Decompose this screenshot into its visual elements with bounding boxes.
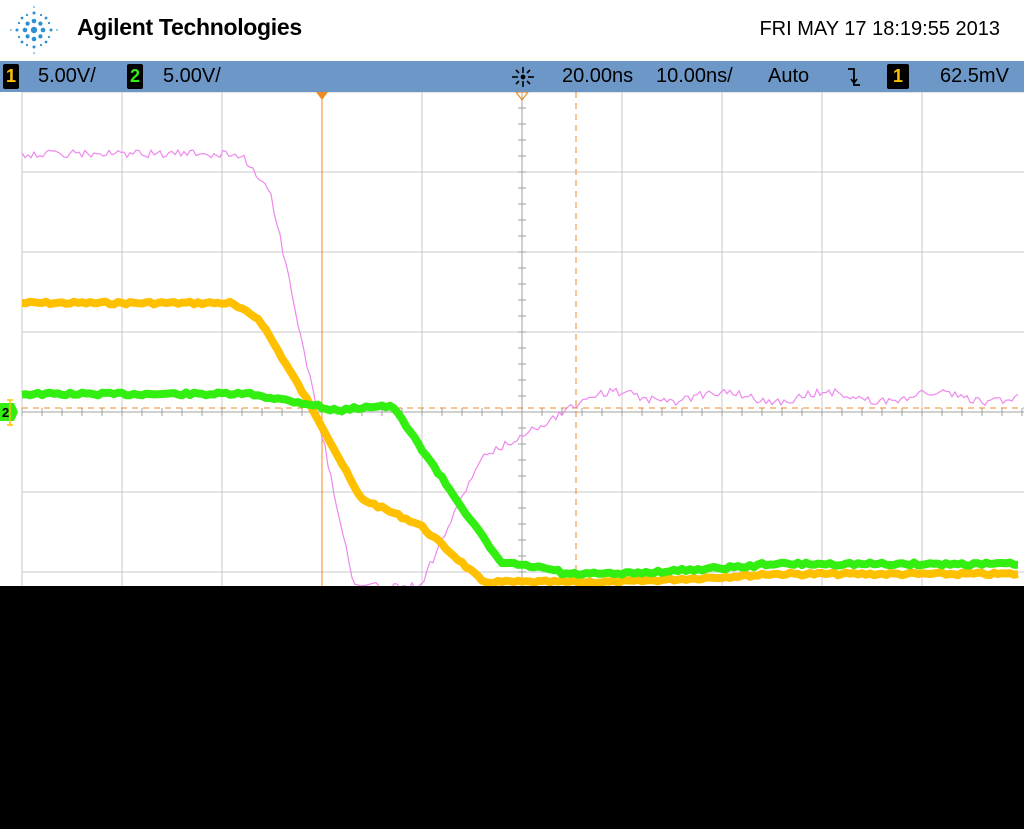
channel-2-scale[interactable]: 5.00V/ xyxy=(163,65,221,87)
channel-2-trace xyxy=(21,388,1019,579)
trigger-source-badge[interactable]: 1 xyxy=(887,64,909,89)
time-delay[interactable]: 20.00ns xyxy=(562,65,634,87)
channel-1-badge[interactable]: 1 xyxy=(3,64,19,89)
trigger-mode[interactable]: Auto xyxy=(768,65,810,87)
trigger-time-arrow xyxy=(316,92,328,100)
svg-text:2: 2 xyxy=(2,405,9,420)
center-axes xyxy=(22,92,1024,586)
status-bar: 1 5.00V/ 2 5.00V/ 20.00ns 10.00ns/ Auto xyxy=(0,61,1024,92)
header-bar: Agilent Technologies FRI MAY 17 18:19:55… xyxy=(0,0,1024,61)
delay-reference-arrow xyxy=(515,92,529,101)
trigger-position-icon xyxy=(512,67,534,87)
graticule xyxy=(21,92,1024,586)
trigger-level-marker xyxy=(7,399,13,426)
agilent-spark-logo-icon xyxy=(10,6,58,54)
date-time: FRI MAY 17 18:19:55 2013 xyxy=(759,18,1000,40)
brand-name: Agilent Technologies xyxy=(77,14,302,40)
time-scale[interactable]: 10.00ns/ xyxy=(656,65,733,87)
channel-1-scale[interactable]: 5.00V/ xyxy=(38,65,96,87)
falling-edge-icon xyxy=(848,68,860,86)
bottom-softkey-area xyxy=(0,586,1024,829)
waveform-display[interactable]: 2 xyxy=(0,92,1024,586)
trigger-level[interactable]: 62.5mV xyxy=(940,65,1009,87)
channel-1-trace xyxy=(21,297,1019,586)
waveform-canvas: 2 xyxy=(0,92,1024,586)
ground-marker-ch2: 2 xyxy=(0,403,18,421)
math-trace xyxy=(21,148,1019,586)
channel-2-badge[interactable]: 2 xyxy=(127,64,143,89)
